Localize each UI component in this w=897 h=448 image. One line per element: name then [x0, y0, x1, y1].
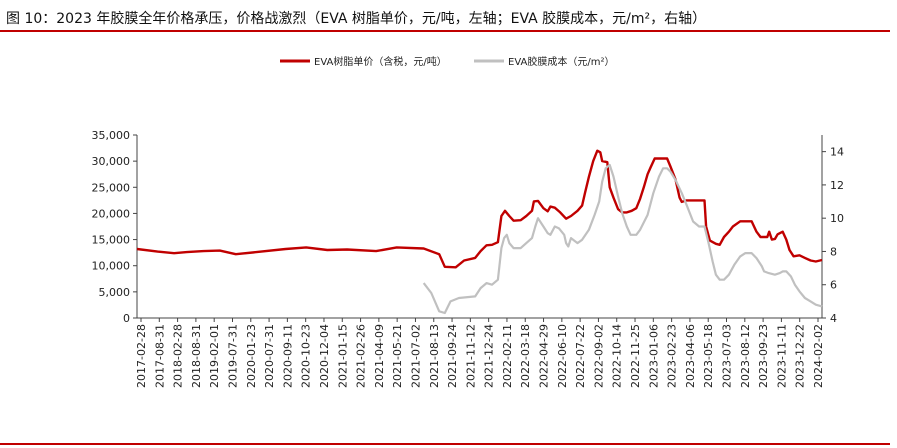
- x-tick-label: 2022-03-18: [519, 324, 532, 388]
- left-y-tick-label: 15,000: [92, 234, 131, 247]
- left-y-tick-label: 5,000: [99, 286, 131, 299]
- x-tick-label: 2022-04-29: [538, 324, 551, 388]
- legend-label-film-cost: EVA胶膜成本（元/m²）: [508, 55, 614, 68]
- bottom-divider: [0, 443, 890, 445]
- x-tick-label: 2020-10-23: [300, 324, 313, 388]
- x-tick-label: 2021-04-09: [373, 324, 386, 388]
- x-tick-label: 2020-01-23: [245, 324, 258, 388]
- left-y-tick-label: 0: [123, 312, 130, 325]
- left-y-tick-label: 10,000: [92, 260, 131, 273]
- left-y-tick-label: 35,000: [92, 129, 131, 142]
- x-tick-label: 2020-12-04: [318, 324, 331, 388]
- left-y-tick-label: 25,000: [92, 181, 131, 194]
- right-y-tick-label: 4: [830, 312, 837, 325]
- right-y-tick-label: 10: [830, 212, 844, 225]
- x-tick-label: 2023-04-06: [684, 324, 697, 388]
- left-y-tick-label: 20,000: [92, 207, 131, 220]
- x-tick-label: 2023-12-22: [794, 324, 807, 388]
- left-y-tick-label: 30,000: [92, 155, 131, 168]
- x-tick-label: 2024-02-02: [812, 324, 825, 388]
- axes: 0 5,000 10,000 15,000 20,000 25,000 30,000 35,0…: [92, 129, 845, 388]
- right-y-tick-label: 6: [830, 279, 837, 292]
- x-tick-label: 2021-08-13: [428, 324, 441, 388]
- x-tick-label: 2020-09-11: [281, 324, 294, 388]
- x-tick-label: 2021-05-21: [391, 324, 404, 388]
- right-y-tick-label: 8: [830, 245, 837, 258]
- x-tick-label: 2021-02-26: [355, 324, 368, 388]
- x-tick-label: 2022-10-14: [611, 324, 624, 388]
- x-tick-label: 2020-07-31: [263, 324, 276, 388]
- x-tick-label: 2023-02-23: [666, 324, 679, 388]
- x-tick-label: 2018-02-28: [172, 324, 185, 388]
- x-tick-label: 2023-11-11: [775, 324, 788, 388]
- x-tick-label: 2023-08-12: [739, 324, 752, 388]
- figure-title: 图 10：2023 年胶膜全年价格承压，价格战激烈（EVA 树脂单价，元/吨，左…: [6, 11, 707, 27]
- series-line-eva-film-cost: [422, 163, 823, 315]
- x-tick-label: 2019-07-31: [226, 324, 239, 388]
- x-tick-label: 2021-11-12: [464, 324, 477, 388]
- x-tick-label: 2023-07-03: [721, 324, 734, 388]
- x-tick-label: 2022-11-25: [629, 324, 642, 388]
- x-tick-label: 2022-02-11: [501, 324, 514, 388]
- x-tick-label: 2023-05-18: [702, 324, 715, 388]
- x-tick-label: 2021-07-02: [409, 324, 422, 388]
- x-tick-label: 2017-02-28: [135, 324, 148, 388]
- x-tick-label: 2021-01-15: [336, 324, 349, 388]
- x-tick-label: 2022-07-22: [574, 324, 587, 388]
- x-tick-label: 2021-12-24: [483, 324, 496, 388]
- legend-label-eva-resin: EVA树脂单价（含税，元/吨）: [314, 55, 447, 68]
- right-y-tick-label: 12: [830, 179, 844, 192]
- x-tick-label: 2017-08-31: [153, 324, 166, 388]
- x-tick-label: 2023-01-06: [647, 324, 660, 388]
- series-line-eva-resin-price: [136, 149, 823, 269]
- x-tick-label: 2022-06-10: [556, 324, 569, 388]
- plot-lines: [136, 149, 823, 315]
- x-tick-label: 2023-09-23: [757, 324, 770, 388]
- x-tick-label: 2021-09-24: [446, 324, 459, 388]
- x-tick-label: 2019-02-01: [208, 324, 221, 388]
- title-divider: [0, 30, 890, 32]
- right-y-tick-label: 14: [830, 146, 844, 159]
- legend: EVA树脂单价（含税，元/吨） EVA胶膜成本（元/m²）: [280, 55, 614, 68]
- x-tick-label: 2022-09-02: [592, 324, 605, 388]
- x-tick-label: 2018-08-31: [190, 324, 203, 388]
